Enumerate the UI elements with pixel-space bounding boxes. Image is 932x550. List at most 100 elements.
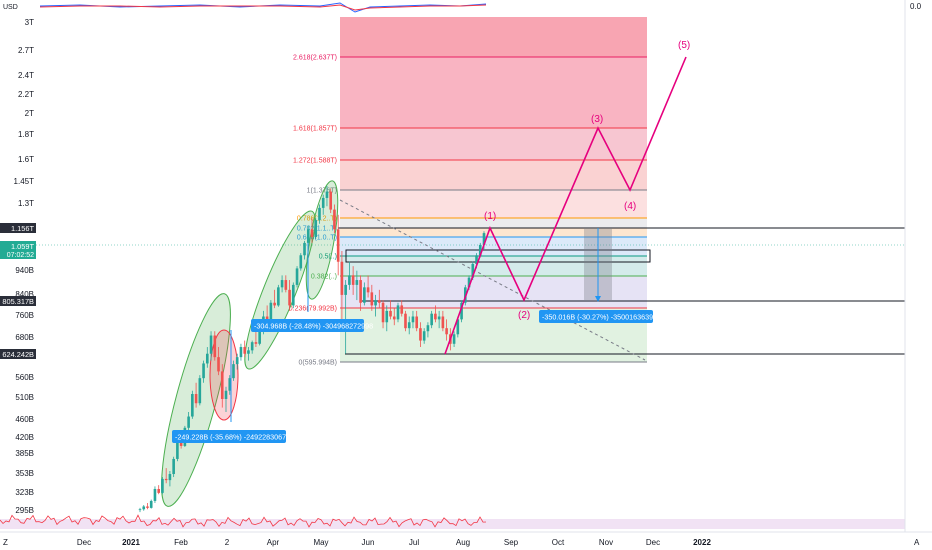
candle-body [482,233,486,245]
x-tick-label: Jun [362,538,375,547]
candle-body [359,280,362,303]
range-box[interactable] [345,249,651,263]
currency-label: USD [3,4,18,11]
y-tick-label: 940B [15,266,34,275]
candle-body [273,302,276,306]
candle-body [194,393,198,404]
candle-body [333,209,336,230]
y-tick-label: 323B [15,488,34,497]
candle-body [340,261,344,295]
x-tick-label: 2 [225,538,230,547]
candle-body [396,305,400,320]
candle-body [153,488,157,501]
y-tick-label: 3T [25,18,34,27]
price-tag: 624.242B [2,350,34,359]
time-axis-labels: Dec 2021 Feb 2 Apr May Jun Jul Aug Sep Oct Nov Dec 20… [77,538,712,547]
measure-label-2: -304.968B (-28.48%) -304968272998 [254,322,373,331]
x-tick-label: Oct [552,538,565,547]
y-tick-label: 2.2T [18,90,34,99]
bottom-oscillator-line [0,514,487,528]
y-tick-label: 2.7T [18,46,34,55]
candle-body [452,334,456,344]
candle-body [381,302,385,323]
candle-body [404,313,407,329]
measure-label-3-bg [539,310,653,323]
x-tick-label: Nov [599,538,613,547]
ellipse-4[interactable] [300,179,344,301]
candle-body [445,328,448,335]
candle-body [321,197,325,208]
candle-body [351,275,355,285]
y-tick-label: 460B [15,415,34,424]
y-tick-label: 1.6T [18,155,34,164]
candle-body [314,220,318,237]
y-tick-label: 2.4T [18,71,34,80]
price-tag-bg [0,223,36,233]
fib-level-label: 2.618(2.637T) [293,55,337,62]
candle-body [239,347,243,358]
candle-body [176,438,179,459]
auto-scale-button[interactable]: A [914,538,920,547]
candle-body [348,275,351,285]
candle-body [415,316,419,329]
fib-level-label: 0.382(..) [311,274,337,281]
candle-body [284,280,288,290]
fib-extension-zones [340,17,647,362]
fib-level-label: 1(1.376T) [307,188,337,195]
candle-body [456,319,460,335]
wave-label-2: (2) [518,310,530,321]
bottom-indicator-pane [0,514,905,529]
candle-body [303,242,306,256]
horizontal-lines [0,199,905,361]
y-tick-label: 353B [15,469,34,478]
fib-zone [340,160,647,190]
candle-body [280,280,284,288]
price-axis-labels: 3T 2.7T 2.4T 2.2T 2T 1.8T 1.6T 1.45T 1.3T 940B 840… [14,18,35,515]
fib-level-label: 0.236(79.992B) [289,306,337,313]
candle-body [385,310,389,323]
wave-labels: (1) (2) (3) (4) (5) [484,40,690,321]
fib-zone [340,237,647,256]
measure-arrows [230,228,601,422]
candle-body [213,335,217,358]
x-tick-label: 2022 [693,538,711,547]
measure-labels: -249.228B (-35.68%) -249228306716 -304.9… [172,310,661,443]
x-tick-label: Aug [456,538,470,547]
candle-body [191,393,194,417]
fib-zone [340,190,647,218]
fib-zone [340,218,647,228]
candle-body [389,310,392,317]
y-tick-label: 2T [25,109,34,118]
candle-body [149,500,153,508]
wave-label-4: (4) [624,201,636,212]
price-tag: 1.156T [11,224,34,233]
candle-body [310,229,314,237]
candle-body [366,287,370,293]
zoom-reset-button[interactable]: Z [3,538,8,547]
candle-body [325,191,329,198]
candle-body [142,506,146,510]
candle-body [277,287,280,306]
price-tag-bg [0,296,36,306]
measure-label-1: -249.228B (-35.68%) -249228306716 [175,433,294,442]
candle-body [205,353,209,364]
fib-level-label: 0.786(1.2..T) [297,216,337,223]
top-pane-value: 0.0 [910,2,922,11]
candle-body [419,328,422,341]
candle-body [370,292,374,306]
candle-body [250,342,254,351]
candle-body [407,322,411,329]
y-tick-label: 420B [15,433,34,442]
candle-body [400,305,404,314]
candle-body [467,277,471,288]
candle-body [377,300,381,303]
fib-zone [340,276,647,308]
elliott-wave-path[interactable] [444,56,687,355]
candle-body [198,378,202,404]
measure-label-2-bg [251,319,364,332]
candle-body [172,458,175,475]
candle-body [295,268,299,285]
y-tick-label: 1.8T [18,130,34,139]
candle-body [164,478,168,481]
